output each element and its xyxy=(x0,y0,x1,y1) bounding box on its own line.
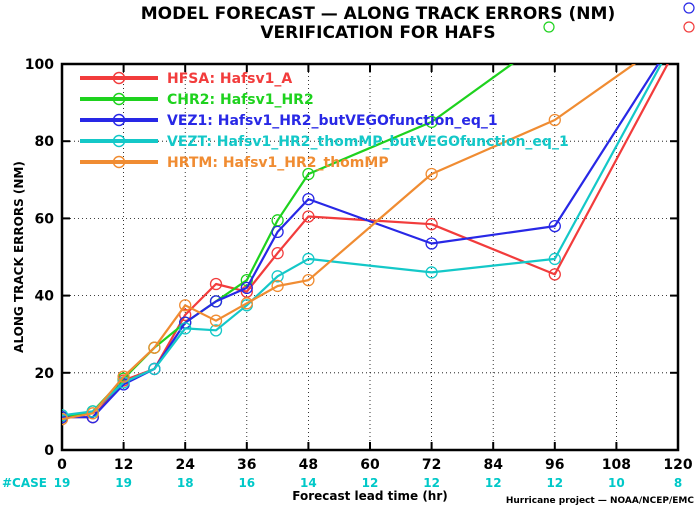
corner-marker-red xyxy=(683,21,695,33)
data-point-vez1 xyxy=(240,281,253,295)
x-tick-label: 12 xyxy=(114,457,133,473)
x-tick-label: 0 xyxy=(57,457,67,473)
legend-marker-hrtm xyxy=(112,155,126,169)
y-tick-label: 100 xyxy=(25,57,54,73)
x-axis-label: Forecast lead time (hr) xyxy=(292,489,448,503)
legend-marker-vezt xyxy=(112,134,126,148)
data-point-chr2 xyxy=(302,167,315,181)
legend-marker-chr2 xyxy=(112,92,126,106)
data-point-hrtm xyxy=(302,274,315,287)
data-point-vez1 xyxy=(209,295,223,308)
series-line-vez1 xyxy=(62,64,660,419)
data-point-vezt xyxy=(271,270,284,283)
legend-marker-hfsa xyxy=(112,71,126,85)
data-point-hrtm xyxy=(179,299,192,312)
data-point-hrtm xyxy=(271,279,284,293)
legend-label-vezt: VEZT: Hafsv1_HR2_thomMP_butVEGOfunction_… xyxy=(167,134,569,150)
data-point-hrtm xyxy=(673,28,684,39)
case-count: 19 xyxy=(115,476,132,490)
x-tick-label: 60 xyxy=(360,457,380,473)
case-counts: 19 19 18 16 14 12 12 12 12 10 8 xyxy=(54,476,683,490)
case-count: 8 xyxy=(674,476,682,490)
x-tick-label: 84 xyxy=(483,457,503,473)
credit-text: Hurricane project — NOAA/NCEP/EMC xyxy=(506,496,695,506)
x-tick-label: 72 xyxy=(422,457,441,473)
data-point-hfsa xyxy=(548,268,561,281)
data-point-hrtm xyxy=(62,412,69,426)
data-point-vezt xyxy=(548,252,561,266)
case-count: 10 xyxy=(608,476,625,490)
legend-label-hfsa: HFSA: Hafsv1_A xyxy=(167,71,292,87)
series-layer xyxy=(62,28,684,426)
x-tick-label: 96 xyxy=(545,457,564,473)
x-tick-label: 120 xyxy=(663,457,692,473)
legend-marker-vez1 xyxy=(112,113,126,127)
data-point-vezt xyxy=(148,362,161,376)
corner-marker-blue xyxy=(683,2,695,14)
case-count: 16 xyxy=(238,476,255,490)
data-point-hfsa xyxy=(209,277,223,291)
data-point-hrtm xyxy=(240,297,253,310)
case-count: 19 xyxy=(54,476,71,490)
data-point-vezt xyxy=(209,324,223,337)
series-line-vezt xyxy=(62,64,663,417)
case-count: 12 xyxy=(423,476,440,490)
chart-title: MODEL FORECAST — ALONG TRACK ERRORS (NM) xyxy=(141,4,615,24)
case-count: 12 xyxy=(362,476,379,490)
data-point-vezt xyxy=(673,28,684,39)
data-point-vez1 xyxy=(548,219,561,233)
series-line-hrtm xyxy=(62,64,637,421)
legend-label-chr2: CHR2: Hafsv1_HR2 xyxy=(167,92,314,108)
data-point-vezt xyxy=(302,252,315,266)
chart-subtitle: VERIFICATION FOR HAFS xyxy=(260,23,495,43)
data-point-vezt xyxy=(425,266,438,279)
y-axis-label: ALONG TRACK ERRORS (NM) xyxy=(12,161,26,353)
case-count: 12 xyxy=(485,476,502,490)
data-point-chr2 xyxy=(549,28,560,39)
data-point-hfsa xyxy=(302,210,315,223)
case-count: 14 xyxy=(300,476,317,490)
data-point-hfsa xyxy=(425,218,438,231)
case-count: 18 xyxy=(177,476,194,490)
case-label: #CASE xyxy=(2,476,47,490)
data-point-chr2 xyxy=(673,28,684,39)
data-point-hrtm xyxy=(86,407,99,420)
legend: HFSA: Hafsv1_A CHR2: Hafsv1_HR2 VEZ1: Hafs… xyxy=(80,71,569,171)
data-point-hfsa xyxy=(179,308,192,322)
y-tick-label: 0 xyxy=(44,443,54,459)
x-tick-label: 48 xyxy=(299,457,318,473)
series-line-chr2 xyxy=(62,64,514,419)
data-point-hrtm xyxy=(548,113,561,127)
x-tick-label: 108 xyxy=(602,457,631,473)
legend-label-hrtm: HRTM: Hafsv1_HR2_thomMP xyxy=(167,155,389,171)
data-point-hrtm xyxy=(148,341,161,354)
data-point-vezt xyxy=(179,322,192,335)
y-tick-label: 40 xyxy=(35,289,55,305)
legend-label-vez1: VEZ1: Hafsv1_HR2_butVEGOfunction_eq_1 xyxy=(167,113,498,129)
x-tick-label: 24 xyxy=(175,457,195,473)
y-tick-label: 60 xyxy=(35,211,55,227)
gridlines xyxy=(62,64,678,450)
data-point-vez1 xyxy=(673,28,684,39)
case-count: 12 xyxy=(546,476,563,490)
data-point-hfsa xyxy=(673,39,684,50)
data-point-hrtm xyxy=(209,314,223,327)
corner-marker-green xyxy=(543,21,555,33)
data-point-hrtm xyxy=(425,167,438,181)
data-point-vezt xyxy=(62,409,69,422)
y-tick-label: 80 xyxy=(35,134,55,150)
data-point-vez1 xyxy=(425,237,438,250)
data-point-vez1 xyxy=(271,225,284,239)
data-point-vez1 xyxy=(302,192,315,206)
y-tick-label: 20 xyxy=(35,366,55,382)
x-tick-label: 36 xyxy=(237,457,256,473)
data-point-hrtm xyxy=(117,370,130,383)
data-point-chr2 xyxy=(425,115,438,129)
data-point-hfsa xyxy=(271,246,284,260)
axis-ticks: 0 20 40 60 80 100 0 12 24 36 48 60 72 84 96 108 120 xyxy=(25,57,693,473)
